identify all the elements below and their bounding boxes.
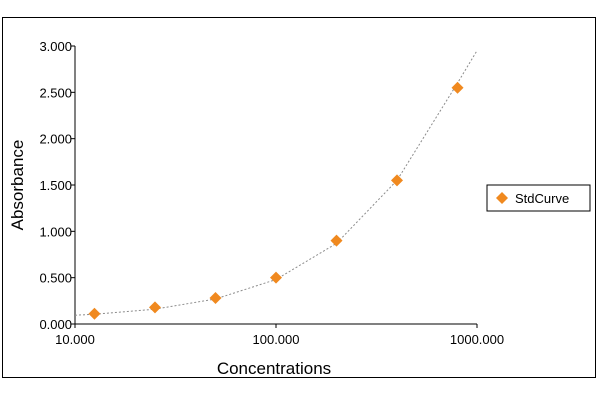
x-tick-label: 100.000 xyxy=(253,332,300,347)
data-points xyxy=(88,81,464,320)
x-axis-title: Concentrations xyxy=(217,359,331,377)
legend: StdCurve xyxy=(486,184,591,212)
x-tick-label: 1000.000 xyxy=(450,332,504,347)
data-point xyxy=(451,81,464,94)
plot-area: 0.000 0.500 1.000 1.500 2.000 2.500 3.000 10.0… xyxy=(39,39,504,347)
data-point xyxy=(270,271,282,284)
y-tick-label: 2.000 xyxy=(39,132,72,147)
y-tick-label: 1.500 xyxy=(39,178,72,193)
data-point xyxy=(391,174,404,187)
y-ticks: 0.000 0.500 1.000 1.500 2.000 2.500 3.000 xyxy=(39,39,75,332)
y-tick-label: 0.500 xyxy=(39,271,72,286)
data-point xyxy=(209,292,222,305)
data-point xyxy=(330,234,343,247)
data-point xyxy=(148,301,161,314)
y-axis-title: Absorbance xyxy=(8,140,27,231)
data-point xyxy=(88,307,101,320)
x-tick-label: 10.000 xyxy=(55,332,95,347)
x-ticks: 10.000 100.000 1000.000 xyxy=(55,324,504,347)
y-tick-label: 0.000 xyxy=(39,317,72,332)
legend-marker-icon xyxy=(496,192,508,204)
y-tick-label: 1.000 xyxy=(39,224,72,239)
y-tick-label: 3.000 xyxy=(39,39,72,54)
legend-label: StdCurve xyxy=(515,191,569,206)
y-tick-label: 2.500 xyxy=(39,85,72,100)
chart-svg: 0.000 0.500 1.000 1.500 2.000 2.500 3.000 10.0… xyxy=(8,39,591,377)
chart-frame: 0.000 0.500 1.000 1.500 2.000 2.500 3.000 10.0… xyxy=(2,17,596,378)
